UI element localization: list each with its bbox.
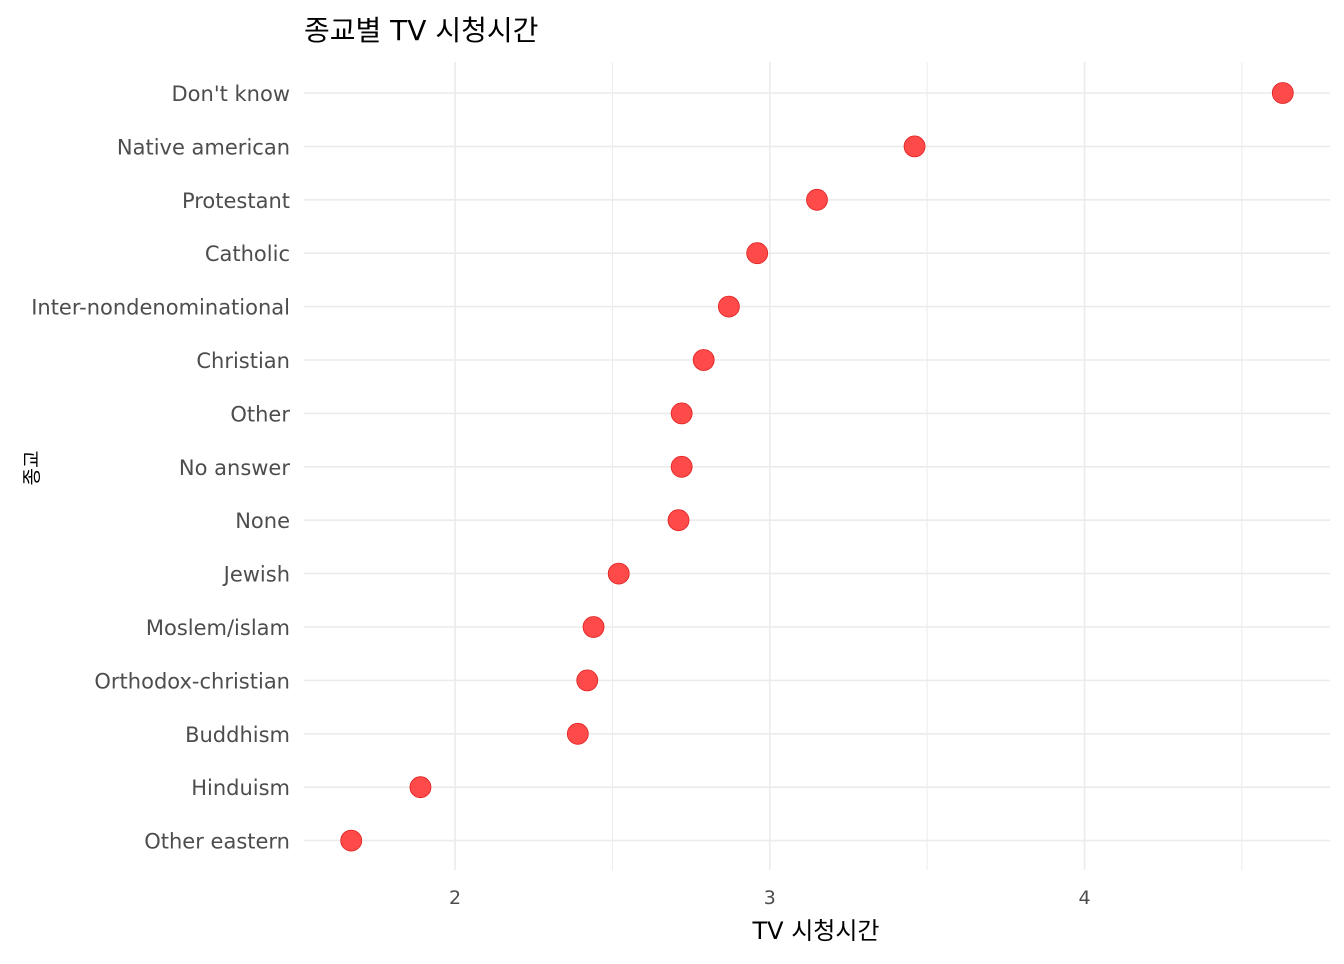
y-tick-label: Jewish — [222, 563, 290, 587]
y-tick-label: Don't know — [171, 82, 290, 106]
y-tick-label: Catholic — [205, 242, 290, 266]
y-tick-label: Moslem/islam — [146, 616, 290, 640]
data-point — [717, 295, 740, 318]
data-point — [806, 188, 828, 211]
data-point — [667, 509, 690, 532]
y-tick-label: Buddhism — [185, 723, 290, 747]
x-axis-tick-labels: 2 3 4 — [449, 887, 1091, 909]
y-tick-label: Inter-nondenominational — [31, 296, 290, 320]
data-point — [607, 562, 630, 585]
x-tick-label: 4 — [1078, 887, 1090, 909]
data-point — [746, 242, 769, 265]
major-gridlines — [304, 62, 1330, 870]
y-tick-label: None — [235, 509, 290, 533]
data-point — [903, 135, 926, 158]
y-tick-label: No answer — [179, 456, 290, 480]
y-tick-label: Native american — [117, 135, 290, 159]
y-tick-label: Hinduism — [191, 776, 290, 800]
data-point — [566, 722, 589, 745]
y-tick-label: Orthodox-christian — [94, 669, 290, 693]
x-tick-label: 2 — [449, 887, 461, 909]
data-point — [670, 402, 693, 425]
data-point — [692, 349, 715, 371]
data-point — [409, 776, 432, 799]
y-tick-label: Christian — [196, 349, 290, 373]
chart-title: 종교별 TV 시청시간 — [304, 14, 538, 47]
y-axis-tick-labels: Don't know Native american Protestant Catho… — [31, 82, 290, 854]
data-point — [582, 616, 605, 638]
y-axis-title: 종교 — [21, 451, 43, 486]
data-point — [1271, 82, 1294, 104]
y-tick-label: Protestant — [182, 189, 290, 213]
x-axis-title: TV 시청시간 — [751, 917, 879, 945]
data-point — [670, 455, 693, 478]
y-tick-label: Other eastern — [144, 830, 290, 854]
y-tick-label: Other — [230, 402, 290, 426]
x-tick-label: 3 — [764, 887, 776, 909]
data-point — [576, 669, 599, 692]
data-points — [340, 82, 1294, 852]
data-point — [340, 829, 363, 852]
